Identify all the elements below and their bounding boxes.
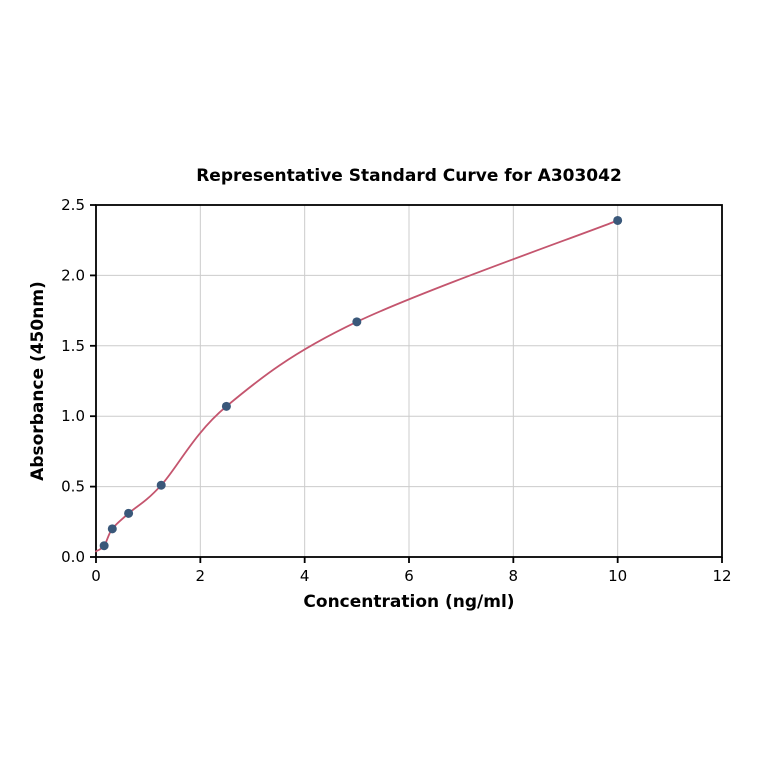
x-axis-label: Concentration (ng/ml) [303,592,515,612]
x-tick-label: 8 [509,567,519,585]
x-tick-label: 12 [712,567,731,585]
data-point [99,541,109,551]
data-point [156,480,166,490]
x-tick-label: 2 [196,567,206,585]
data-point [352,317,362,327]
y-tick-label: 0.0 [61,548,85,566]
chart-title: Representative Standard Curve for A30304… [196,166,622,186]
y-tick-label: 1.0 [61,407,85,425]
data-point [107,524,117,534]
y-axis-label: Absorbance (450nm) [28,281,48,481]
fit-curve [95,219,619,553]
x-tick-label: 10 [608,567,627,585]
y-tick-label: 1.5 [61,337,85,355]
data-point [221,401,231,411]
x-tick-label: 4 [300,567,310,585]
x-tick-label: 0 [91,567,101,585]
y-tick-label: 2.0 [61,266,85,284]
y-tick-label: 2.5 [61,196,85,214]
x-tick-label: 6 [404,567,414,585]
y-tick-label: 0.5 [61,478,85,496]
data-point [613,215,623,225]
data-point [124,508,134,518]
